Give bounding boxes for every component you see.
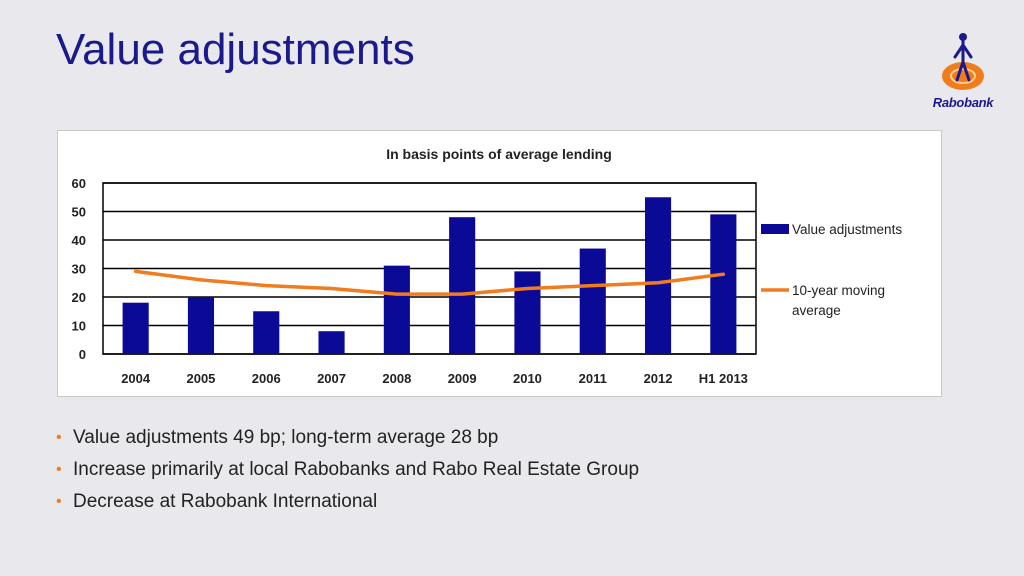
x-tick-label: 2008 <box>382 371 411 386</box>
legend-label-value-adjustments: Value adjustments <box>792 222 902 237</box>
chart-title: In basis points of average lending <box>386 146 612 162</box>
bullet-marker: • <box>56 461 62 478</box>
y-tick-label: 60 <box>72 176 86 191</box>
bullet-text: Value adjustments 49 bp; long-term avera… <box>73 427 499 448</box>
bar-2009 <box>449 217 476 354</box>
bar-h1-2013 <box>710 214 737 354</box>
bullet-item: • Increase primarily at local Rabobanks a… <box>56 454 639 486</box>
bullet-item: • Value adjustments 49 bp; long-term aver… <box>56 422 639 454</box>
moving-average-line <box>133 269 726 296</box>
x-tick-label: 2009 <box>448 371 477 386</box>
legend-label-line-2: average <box>792 303 841 318</box>
bar-2010 <box>514 271 541 354</box>
bullet-list: • Value adjustments 49 bp; long-term aver… <box>56 422 639 518</box>
x-tick-label: 2006 <box>252 371 281 386</box>
y-tick-label: 20 <box>72 290 86 305</box>
chart-container: In basis points of average lending 0 10 20… <box>57 130 942 397</box>
y-tick-label: 40 <box>72 233 86 248</box>
legend-label-line-1: 10-year moving <box>792 283 885 298</box>
y-tick-label: 30 <box>72 262 86 277</box>
x-tick-label: 2012 <box>644 371 673 386</box>
rabobank-logo: Rabobank <box>928 30 998 115</box>
bar-2011 <box>579 248 606 354</box>
bar-2004 <box>122 302 149 354</box>
y-tick-label: 50 <box>72 205 86 220</box>
plot-area-border <box>102 182 757 355</box>
bar-2006 <box>253 311 280 354</box>
bullet-text: Increase primarily at local Rabobanks an… <box>73 459 640 480</box>
rabobank-logo-icon <box>942 33 984 90</box>
bar-2008 <box>383 265 410 354</box>
bullet-text: Decrease at Rabobank International <box>73 491 378 512</box>
brand-name: Rabobank <box>932 95 994 110</box>
bar-2007 <box>318 331 345 354</box>
x-tick-label: 2004 <box>121 371 151 386</box>
legend-swatch-value-adjustments <box>761 224 789 234</box>
bar-2005 <box>187 297 215 354</box>
y-tick-label: 10 <box>72 319 86 334</box>
legend-label-moving-average: 10-year moving average <box>792 283 885 318</box>
x-tick-label: 2005 <box>186 371 215 386</box>
x-tick-label: 2007 <box>317 371 346 386</box>
x-tick-label: 2011 <box>579 371 607 386</box>
bullet-item: • Decrease at Rabobank International <box>56 486 639 518</box>
x-tick-label: 2010 <box>513 371 542 386</box>
y-tick-label: 0 <box>79 347 86 362</box>
value-adjustments-chart: In basis points of average lending 0 10 20… <box>72 146 903 386</box>
bullet-marker: • <box>56 429 62 446</box>
x-tick-label: H1 2013 <box>699 371 748 386</box>
bar-2012 <box>644 197 672 354</box>
slide-title: Value adjustments <box>56 25 415 74</box>
bullet-marker: • <box>56 493 62 510</box>
